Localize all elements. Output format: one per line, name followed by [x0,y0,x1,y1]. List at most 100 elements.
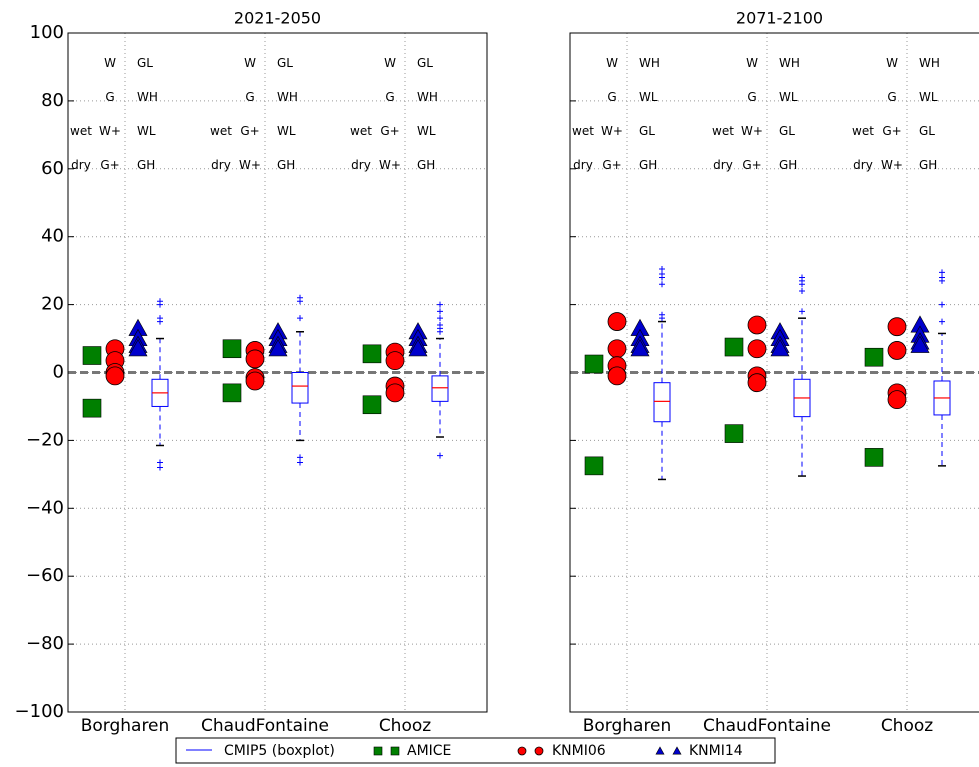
amice-marker [864,347,884,367]
scenario-label: WL [919,90,938,104]
flier [799,288,805,295]
flier [939,277,945,284]
legend-label: CMIP5 (boxplot) [224,743,335,759]
flier [939,269,945,276]
knmi06-marker [385,351,405,371]
x-tick-label: Chooz [379,716,431,736]
flier [297,454,303,461]
scenario-label: WH [137,90,158,104]
y-tick-label: 80 [41,90,64,111]
amice-marker [584,456,604,476]
y-tick-label: −40 [26,497,64,518]
y-tick-label: 40 [41,226,64,247]
flier [799,308,805,315]
scenario-label: dry [853,158,873,172]
y-tick-label: −80 [26,633,64,654]
axes-frame [67,32,488,713]
scenario-label: G+ [380,124,399,138]
scenario-label: GL [779,124,795,138]
scenario-label: W+ [881,158,903,172]
scenario-label: G+ [602,158,621,172]
amice-marker [584,354,604,374]
scenario-label: WH [779,56,800,70]
flier [939,318,945,325]
scenario-label: GH [277,158,295,172]
scenario-label: GH [137,158,155,172]
amice-marker [390,746,400,756]
flier [157,318,163,325]
scenario-label: WL [639,90,658,104]
knmi14-marker [408,339,428,357]
amice-marker [82,398,102,418]
knmi06-marker [105,366,125,386]
axes-frame [569,32,979,713]
knmi06-marker [607,339,627,359]
knmi06-marker [517,746,527,756]
y-tick-label: −60 [26,565,64,586]
box [291,372,309,404]
flier [437,308,443,315]
scenario-label: G+ [882,124,901,138]
knmi14-marker [268,339,288,357]
amice-marker [724,424,744,443]
scenario-label: GH [779,158,797,172]
scenario-label: W+ [741,124,763,138]
scenario-label: GH [919,158,937,172]
amice-marker [864,448,884,467]
scenario-label: WH [919,56,940,70]
knmi14-marker [630,339,650,357]
scenario-label: W [104,56,116,70]
y-tick-label: 60 [41,158,64,179]
scenario-label: dry [713,158,733,172]
scenario-label: wet [572,124,594,138]
knmi14-marker [770,339,790,357]
scenario-label: wet [210,124,232,138]
scenario-label: WH [277,90,298,104]
x-tick-label: Chooz [881,716,933,736]
legend-label: KNMI14 [689,743,743,759]
x-tick-label: Borgharen [583,716,672,736]
flier [297,459,303,466]
scenario-label: W+ [239,158,261,172]
knmi06-marker [747,315,767,335]
scenario-label: GL [919,124,935,138]
flier [157,459,163,466]
scenario-label: dry [351,158,371,172]
y-tick-label: −100 [15,701,64,722]
flier [437,328,443,335]
flier [437,452,443,459]
knmi06-marker [747,373,767,393]
amice-marker [724,337,744,357]
amice-marker [222,339,242,359]
box [431,375,449,402]
flier [799,281,805,288]
flier [659,315,665,322]
flier [659,281,665,288]
flier [659,265,665,272]
knmi14-marker [672,746,682,755]
amice-marker [373,746,383,756]
scenario-label: wet [852,124,874,138]
scenario-label: W [886,56,898,70]
panel-title: 2021-2050 [234,9,321,28]
scenario-label: W+ [99,124,121,138]
scenario-label: wet [70,124,92,138]
scenario-label: W+ [379,158,401,172]
scenario-label: dry [211,158,231,172]
scenario-label: W [746,56,758,70]
scenario-label: WL [779,90,798,104]
scenario-label: wet [350,124,372,138]
scenario-label: G+ [742,158,761,172]
scenario-label: G [607,90,616,104]
y-tick-label: 20 [41,294,64,315]
scenario-label: G+ [240,124,259,138]
flier [939,301,945,308]
scenario-label: GL [137,56,153,70]
scenario-label: G [385,90,394,104]
flier [297,315,303,322]
scenario-label: WH [417,90,438,104]
knmi06-marker [245,371,265,391]
scenario-label: GL [639,124,655,138]
scenario-label: W+ [601,124,623,138]
scenario-label: G+ [100,158,119,172]
